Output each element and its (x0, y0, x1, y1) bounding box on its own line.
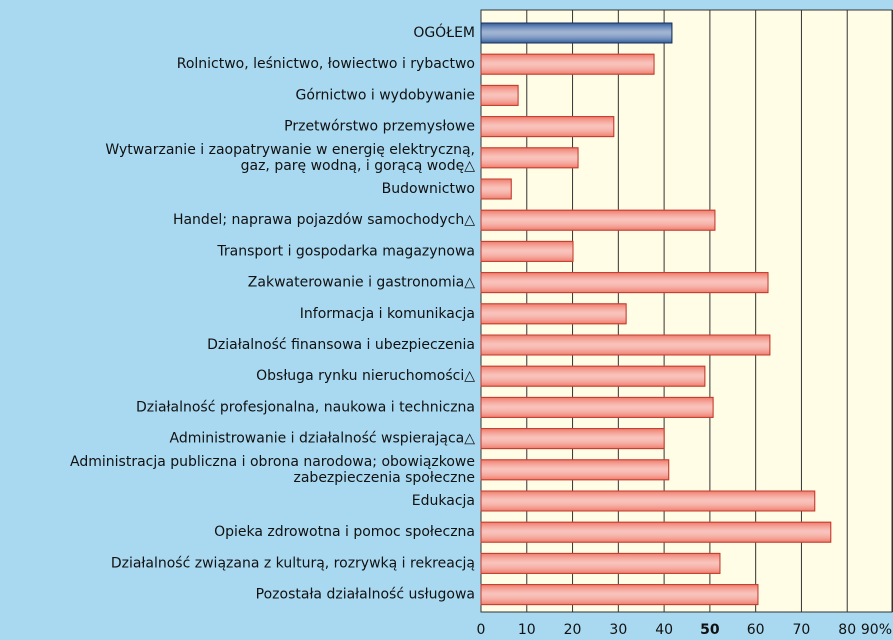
bar-shine (480, 584, 759, 606)
category-label: Górnictwo i wydobywanie (296, 87, 475, 103)
x-tick-label: 0 (477, 622, 486, 638)
category-label: Działalność profesjonalna, naukowa i tec… (136, 399, 475, 415)
category-label: Administracja publiczna i obrona narodow… (70, 454, 475, 486)
bar-shine (480, 272, 769, 294)
x-tick-label: 20 (564, 622, 582, 638)
x-tick-label: 10 (518, 622, 536, 638)
bar-shine (480, 490, 816, 512)
category-label: Informacja i komunikacja (300, 306, 475, 322)
category-label: Opieka zdrowotna i pomoc społeczna (214, 524, 475, 540)
category-label: OGÓŁEM (413, 23, 475, 41)
category-label: Wytwarzanie i zaopatrywanie w energię el… (105, 142, 475, 174)
bar-shine (480, 116, 615, 138)
bar-shine (480, 178, 512, 200)
category-label: Pozostała działalność usługowa (256, 587, 475, 603)
bar-shine (480, 240, 574, 262)
bar-shine (480, 334, 771, 356)
category-label: Edukacja (412, 493, 475, 509)
bar-shine (480, 53, 655, 75)
category-label: Budownictwo (382, 181, 475, 197)
bar-shine (480, 303, 627, 325)
x-tick-label: 30 (609, 622, 627, 638)
category-label: Działalność finansowa i ubezpieczenia (207, 337, 475, 353)
bar-shine (480, 428, 665, 450)
bar-shine (480, 209, 716, 231)
category-label: Zakwaterowanie i gastronomia△ (248, 275, 475, 291)
x-tick-label: 50 (700, 622, 720, 638)
bar-shine (480, 84, 519, 106)
category-label: Administrowanie i działalność wspierając… (169, 431, 475, 447)
bar-shine (480, 147, 579, 169)
x-tick-label: 80 (838, 622, 856, 638)
x-tick-label: 40 (655, 622, 673, 638)
bar-shine (480, 396, 714, 418)
bar-shine (480, 521, 832, 543)
x-tick-label: 70 (793, 622, 811, 638)
category-label: Obsługa rynku nieruchomości△ (256, 368, 475, 384)
bar-shine (480, 552, 721, 574)
category-label: Działalność związana z kulturą, rozrywką… (111, 555, 475, 571)
category-label: Rolnictwo, leśnictwo, łowiectwo i rybact… (177, 56, 475, 72)
bar-shine (480, 22, 673, 44)
x-tick-label: 90% (861, 622, 892, 638)
x-tick-label: 60 (747, 622, 765, 638)
bar-shine (480, 365, 706, 387)
bar-shine (480, 459, 670, 481)
category-label: Handel; naprawa pojazdów samochodych△ (173, 212, 475, 228)
category-label: Przetwórstwo przemysłowe (284, 119, 475, 135)
category-label: Transport i gospodarka magazynowa (216, 243, 475, 259)
